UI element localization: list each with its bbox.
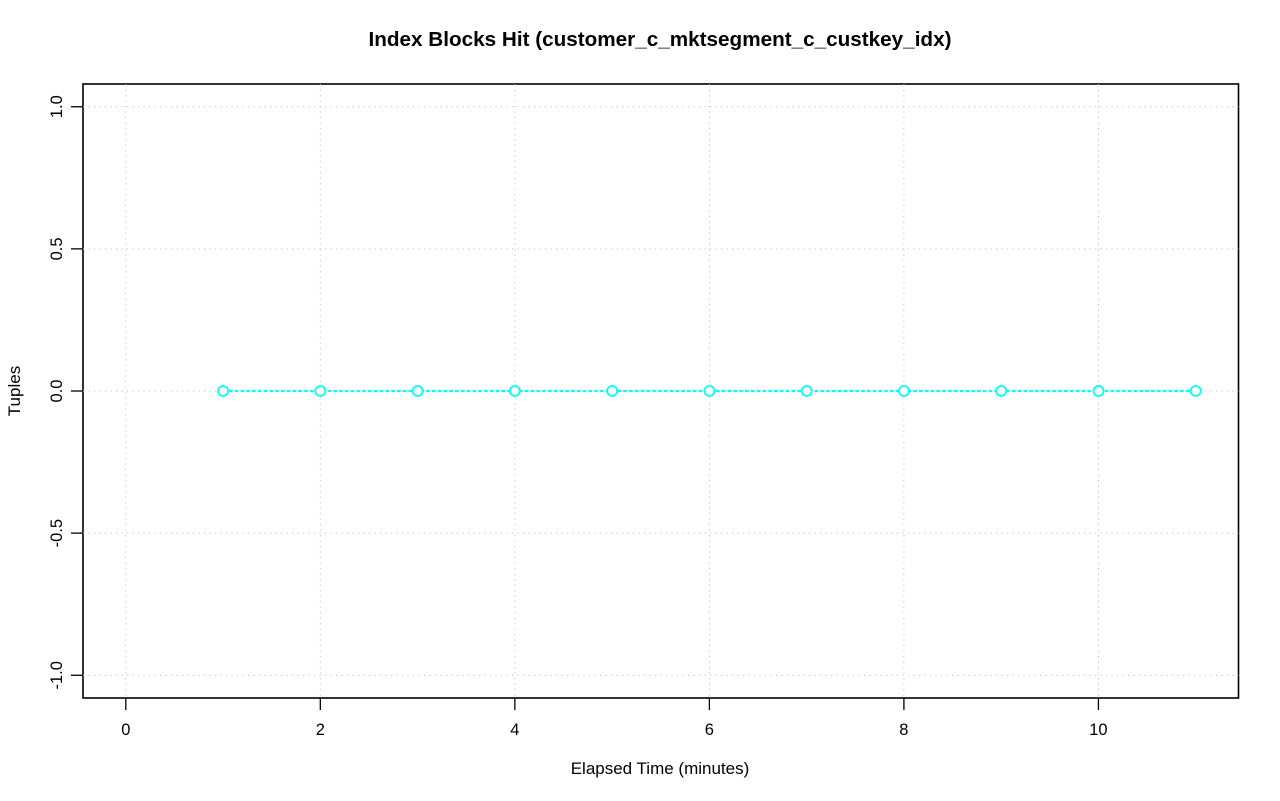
svg-text:2: 2 xyxy=(316,721,325,739)
svg-text:-0.5: -0.5 xyxy=(48,519,66,547)
svg-text:10: 10 xyxy=(1089,721,1107,739)
svg-text:0: 0 xyxy=(121,721,130,739)
svg-text:-1.0: -1.0 xyxy=(48,661,66,689)
svg-text:1.0: 1.0 xyxy=(48,95,66,118)
svg-text:0.5: 0.5 xyxy=(48,237,66,260)
svg-text:0.0: 0.0 xyxy=(48,380,66,403)
svg-text:Tuples: Tuples xyxy=(5,366,24,416)
svg-text:Index Blocks Hit (customer_c_m: Index Blocks Hit (customer_c_mktsegment_… xyxy=(369,28,952,51)
svg-text:6: 6 xyxy=(705,721,714,739)
svg-text:Elapsed Time (minutes): Elapsed Time (minutes) xyxy=(571,759,750,778)
svg-text:8: 8 xyxy=(899,721,908,739)
svg-text:4: 4 xyxy=(510,721,519,739)
